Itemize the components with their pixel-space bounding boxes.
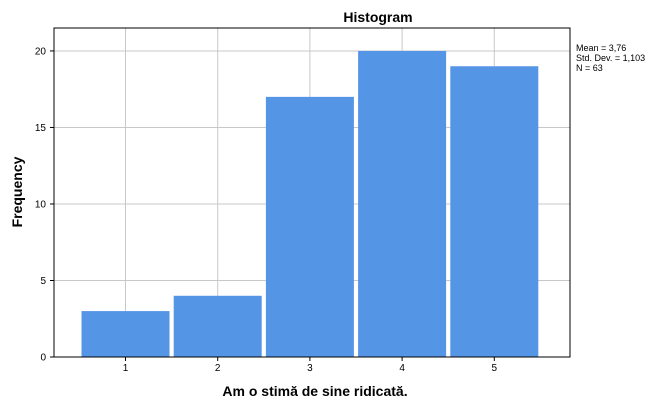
y-axis-ticks: 0 5 10 15 20 xyxy=(35,46,54,364)
x-tick-label-4: 4 xyxy=(399,363,405,374)
x-tick-label-2: 2 xyxy=(215,363,221,374)
x-tick-label-3: 3 xyxy=(307,363,313,374)
y-tick-label-15: 15 xyxy=(35,123,47,134)
bar-2 xyxy=(173,295,262,357)
x-axis-label: Am o stimă de sine ridicată. xyxy=(222,383,407,399)
x-tick-label-1: 1 xyxy=(123,363,129,374)
x-tick-label-5: 5 xyxy=(492,363,498,374)
stats-mean: Mean = 3,76 xyxy=(576,43,626,53)
bar-5 xyxy=(450,66,539,358)
y-tick-label-20: 20 xyxy=(35,46,47,57)
y-tick-label-10: 10 xyxy=(35,199,47,210)
stats-n: N = 63 xyxy=(576,63,603,73)
stats-std-dev: Std. Dev. = 1,103 xyxy=(576,53,645,63)
x-axis-ticks: 1 2 3 4 5 xyxy=(123,357,498,374)
y-tick-label-0: 0 xyxy=(40,353,46,364)
y-axis-label: Frequency xyxy=(9,156,25,227)
bar-1 xyxy=(81,311,170,357)
bar-4 xyxy=(358,50,447,357)
plot-frame xyxy=(53,27,571,358)
stats-legend: Mean = 3,76 Std. Dev. = 1,103 N = 63 xyxy=(576,43,645,73)
y-tick-label-5: 5 xyxy=(40,276,46,287)
bar-3 xyxy=(265,96,354,357)
bars xyxy=(81,50,539,358)
chart-title: Histogram xyxy=(343,9,412,25)
